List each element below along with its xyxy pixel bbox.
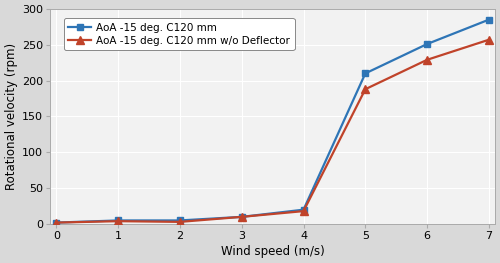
AoA -15 deg. C120 mm w/o Deflector: [362, 88, 368, 91]
AoA -15 deg. C120 mm w/o Deflector: [115, 220, 121, 223]
Legend: AoA -15 deg. C120 mm, AoA -15 deg. C120 mm w/o Deflector: AoA -15 deg. C120 mm, AoA -15 deg. C120 …: [64, 18, 294, 50]
AoA -15 deg. C120 mm: [115, 219, 121, 222]
AoA -15 deg. C120 mm: [54, 221, 60, 224]
AoA -15 deg. C120 mm: [424, 42, 430, 45]
AoA -15 deg. C120 mm w/o Deflector: [238, 215, 244, 219]
AoA -15 deg. C120 mm: [300, 208, 306, 211]
AoA -15 deg. C120 mm: [238, 215, 244, 219]
AoA -15 deg. C120 mm: [486, 18, 492, 21]
AoA -15 deg. C120 mm w/o Deflector: [300, 210, 306, 213]
AoA -15 deg. C120 mm w/o Deflector: [486, 38, 492, 41]
Line: AoA -15 deg. C120 mm w/o Deflector: AoA -15 deg. C120 mm w/o Deflector: [52, 36, 493, 226]
Line: AoA -15 deg. C120 mm: AoA -15 deg. C120 mm: [53, 16, 492, 226]
AoA -15 deg. C120 mm: [362, 72, 368, 75]
AoA -15 deg. C120 mm w/o Deflector: [424, 58, 430, 61]
Y-axis label: Rotational velocity (rpm): Rotational velocity (rpm): [5, 43, 18, 190]
AoA -15 deg. C120 mm w/o Deflector: [54, 221, 60, 224]
X-axis label: Wind speed (m/s): Wind speed (m/s): [220, 245, 324, 258]
AoA -15 deg. C120 mm: [177, 219, 183, 222]
AoA -15 deg. C120 mm w/o Deflector: [177, 220, 183, 224]
